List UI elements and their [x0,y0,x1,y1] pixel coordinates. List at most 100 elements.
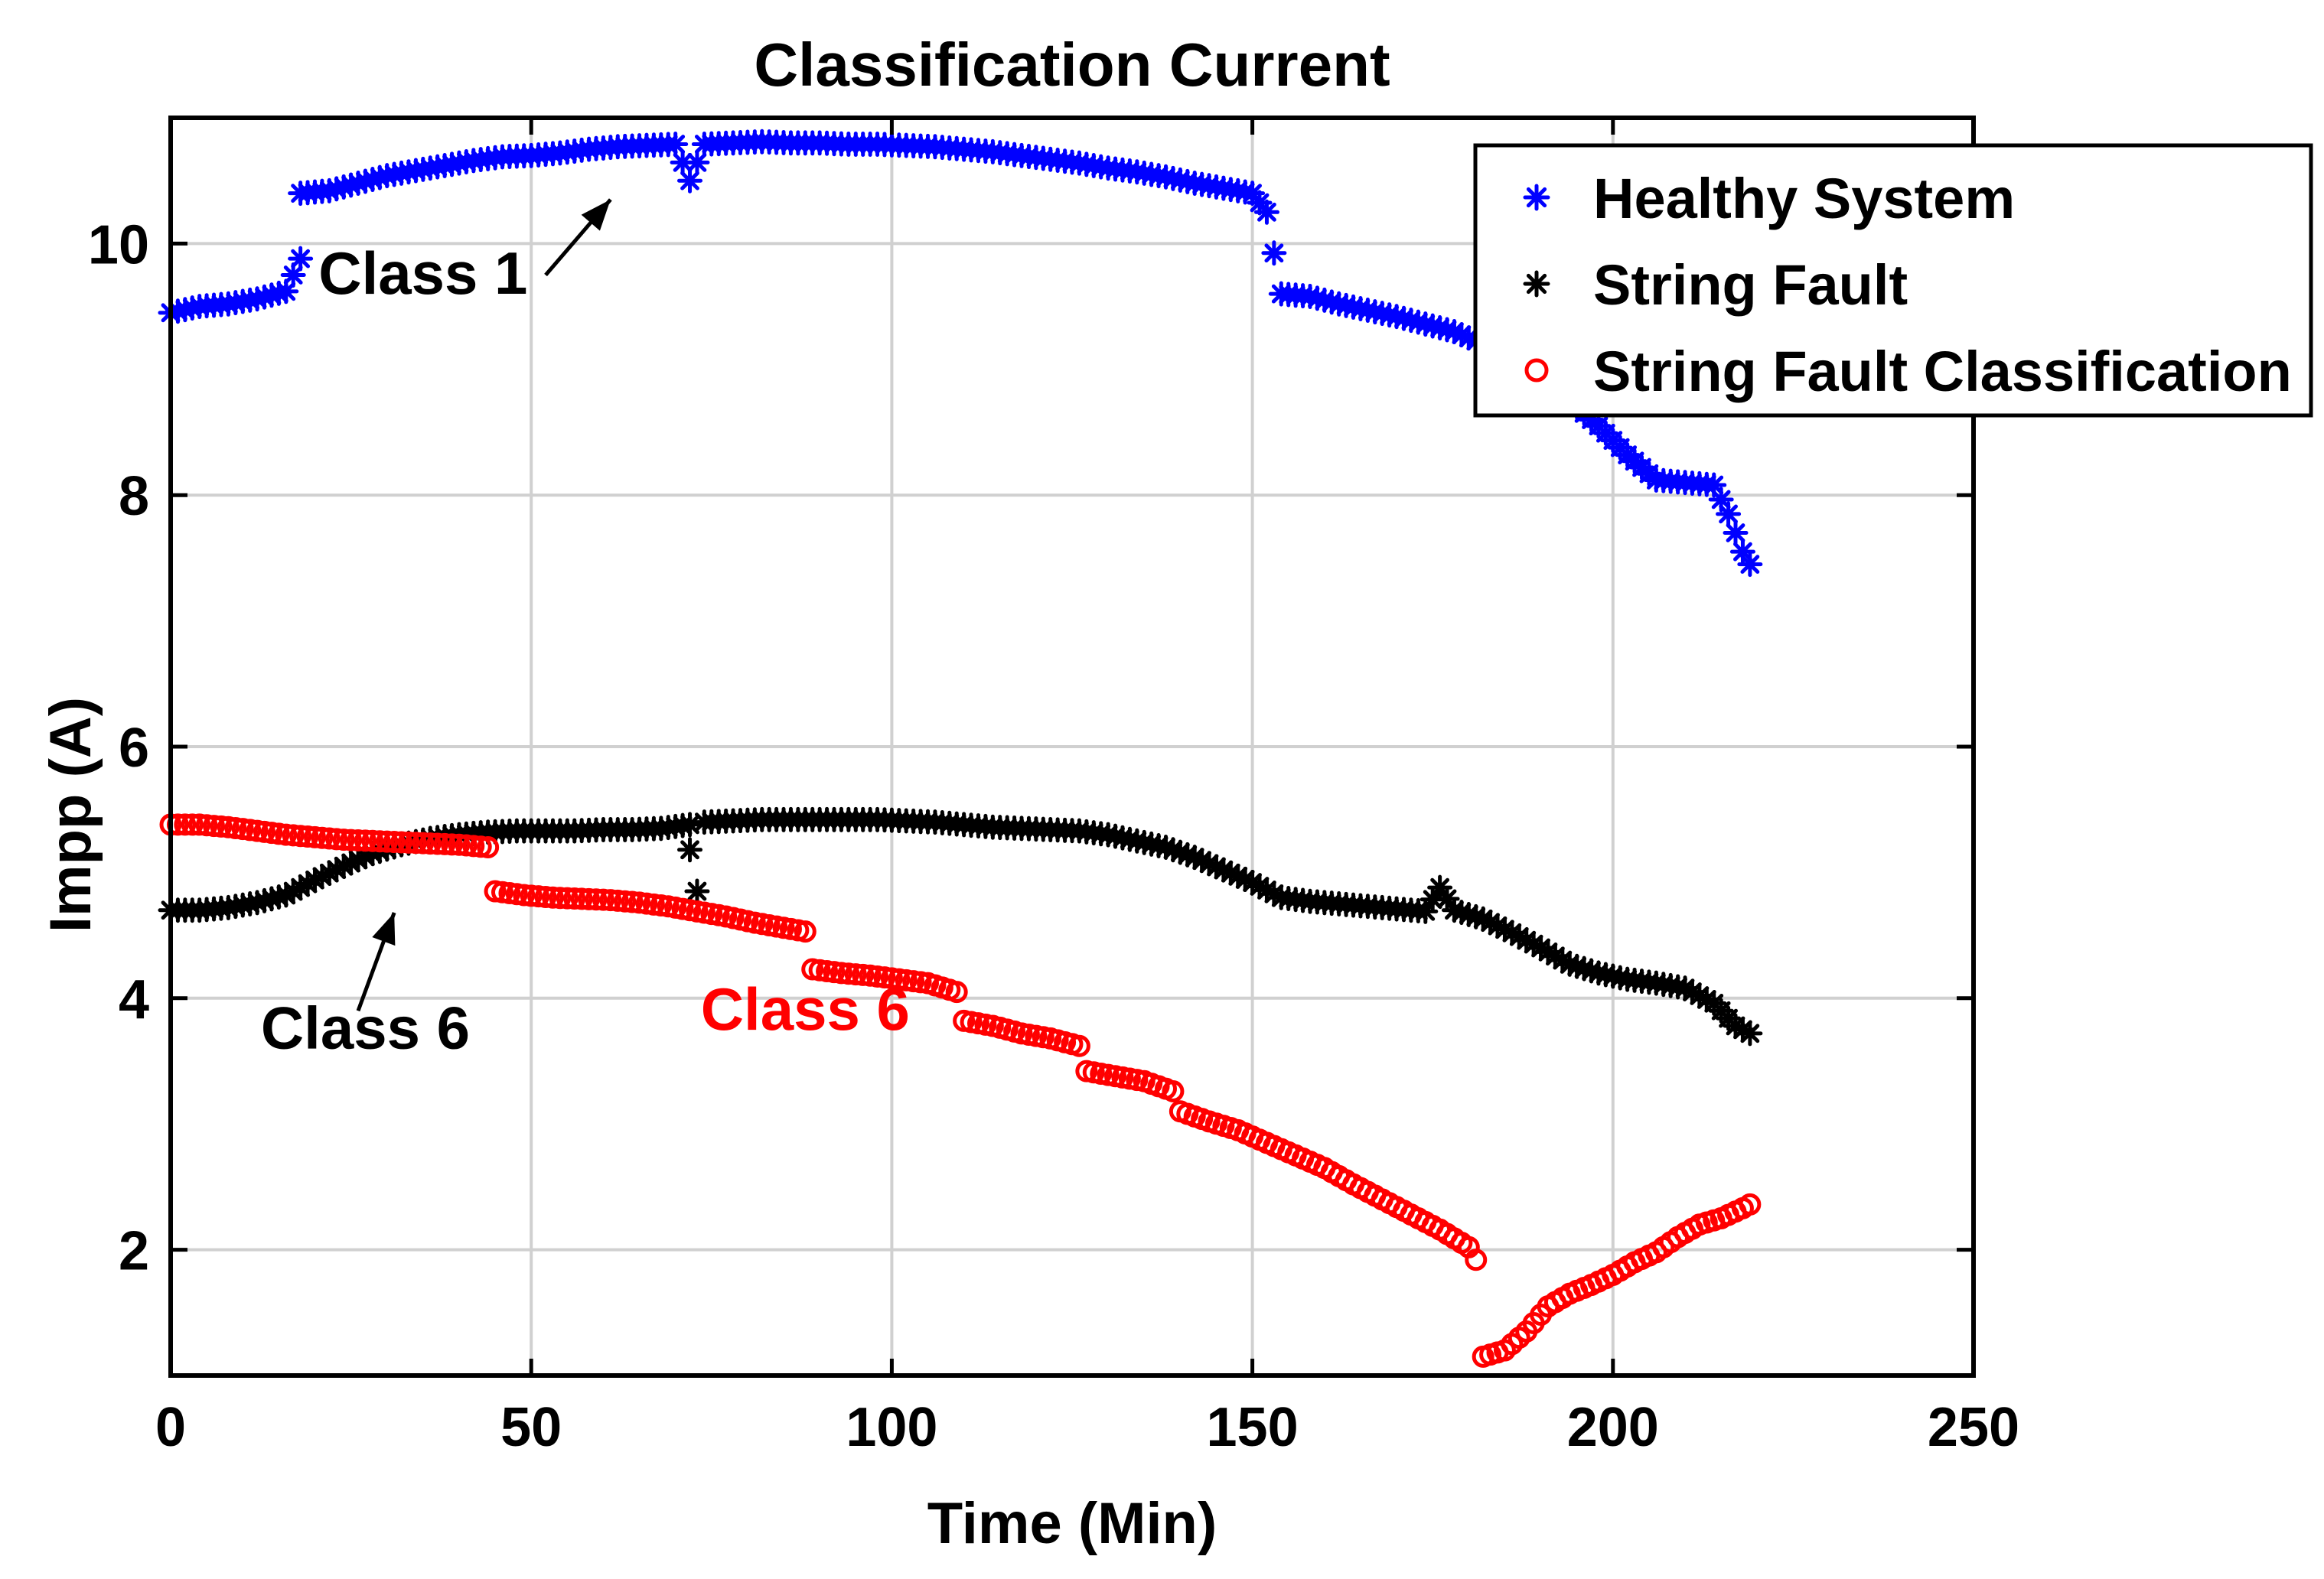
data-point [677,837,703,863]
data-point [599,889,622,912]
asterisk-stroke [680,840,699,860]
data-point [303,825,326,848]
asterisk-stroke [1526,187,1547,208]
data-point [541,886,564,909]
data-point [663,132,689,158]
x-tick-label: 250 [1928,1397,2019,1458]
data-point [282,824,305,847]
legend-marker [1523,184,1550,211]
legend-label: String Fault [1593,253,1908,317]
data-point [684,878,710,904]
x-tick-label: 150 [1207,1397,1299,1458]
data-point [684,149,710,175]
data-point [549,887,572,910]
data-point [361,829,384,852]
data-point [203,815,226,838]
data-point [1067,1034,1090,1057]
asterisk-stroke [1675,978,1695,998]
asterisk-stroke [1452,903,1472,922]
asterisk-stroke [1690,986,1710,1005]
data-point [376,830,399,853]
data-point [188,813,211,836]
asterisk-stroke [673,152,693,172]
y-tick-label: 10 [88,214,149,275]
data-point [462,835,485,858]
y-tick-label: 2 [119,1221,149,1282]
data-point [404,832,427,855]
data-point [1737,1021,1763,1047]
asterisk-stroke [1560,955,1579,974]
asterisk-stroke [1264,243,1284,263]
asterisk-stroke [1257,202,1276,222]
series-string-fault-classification [159,813,1762,1368]
asterisk-stroke [1488,916,1508,936]
x-tick-label: 200 [1567,1397,1659,1458]
asterisk-stroke [1733,1020,1752,1040]
asterisk-stroke [1192,851,1212,871]
asterisk-stroke [1740,555,1760,575]
data-point [585,888,608,911]
asterisk-stroke [1740,1024,1760,1043]
annotation-arrowhead [372,913,396,946]
legend-label: String Fault Classification [1593,340,2292,403]
asterisk-stroke [1437,889,1457,909]
asterisk-stroke [1430,877,1450,897]
data-point [455,834,478,857]
data-point [1465,1249,1488,1271]
data-point [1162,1079,1185,1102]
data-point [311,826,334,849]
y-tick-label: 6 [119,718,149,779]
asterisk-stroke [1697,990,1716,1009]
data-point [852,963,875,986]
data-point [592,888,614,911]
asterisk-stroke [291,249,311,269]
legend-box [1473,143,2313,418]
data-point [441,833,464,856]
data-point [844,963,867,986]
data-point [837,962,860,985]
asterisk-stroke [1199,854,1219,874]
asterisk-stroke [1526,273,1547,295]
data-point [433,832,456,855]
data-point [368,830,391,853]
asterisk-stroke [283,265,303,285]
data-point [1723,520,1749,546]
asterisk-stroke [680,171,699,190]
axis-ticks: 0 50 100 150 200 250 2 4 6 8 10 [88,118,2019,1458]
asterisk-stroke [1473,909,1493,929]
annotation-label: Class 1 [318,239,527,307]
data-point [325,828,348,851]
data-point [556,887,579,910]
x-axis-label: Time (Min) [927,1491,1217,1556]
data-point [570,887,593,910]
asterisk-stroke [1170,842,1190,862]
asterisk-stroke [1509,926,1529,946]
data-point [527,885,550,908]
legend-marker [1524,358,1549,383]
data-point [210,815,233,838]
y-tick-label: 4 [119,969,149,1030]
asterisk-stroke [1466,907,1486,926]
asterisk-stroke [1582,961,1601,981]
data-point [621,890,644,913]
data-point [677,168,703,194]
data-point [289,825,312,848]
asterisk-stroke [1243,873,1262,892]
annotations: Class 1 Class 6 Class 6 [261,198,910,1062]
data-point [347,829,370,851]
asterisk-stroke [1574,959,1594,978]
asterisk-stroke [1726,523,1745,542]
x-tick-label: 0 [155,1397,186,1458]
data-point [477,836,500,859]
asterisk-stroke [1524,934,1543,954]
asterisk-stroke [1221,863,1240,883]
data-point [412,832,435,855]
chart-title: Classification Current [754,31,1390,99]
y-axis-label: Impp (A) [38,697,103,933]
data-point [181,813,204,836]
data-point [794,920,816,943]
data-point [383,831,406,854]
data-point [288,246,314,272]
series-healthy-system [158,129,1763,578]
